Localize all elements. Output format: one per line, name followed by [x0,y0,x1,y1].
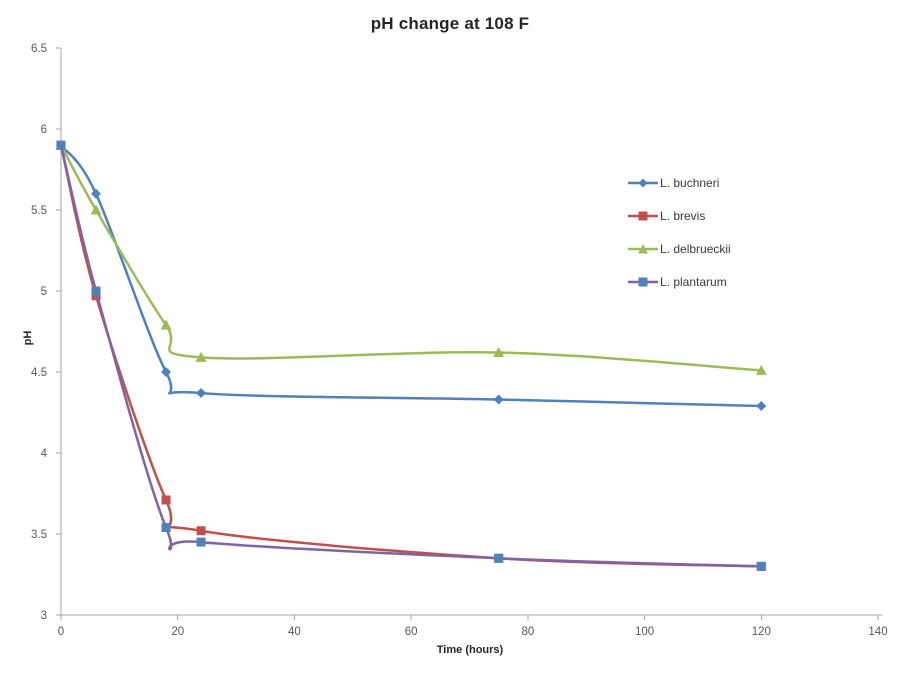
x-axis-title: Time (hours) [436,644,504,656]
svg-text:140: 140 [868,626,887,638]
legend-label-l-plantarum: L. plantarum [660,274,727,289]
svg-text:20: 20 [171,626,184,638]
svg-text:80: 80 [521,626,534,638]
line-diamond-marker-icon [628,178,658,187]
svg-text:100: 100 [635,626,654,638]
svg-text:60: 60 [405,626,418,638]
svg-text:5.5: 5.5 [31,205,47,217]
legend-label-l-delbrueckii: L. delbrueckii [660,241,731,256]
svg-text:5: 5 [41,286,47,298]
legend-item-l-buchneri: L. buchneri [628,166,731,199]
legend-item-l-plantarum: L. plantarum [628,265,731,298]
svg-text:3: 3 [41,610,47,622]
line-square-marker-icon [628,211,658,220]
svg-text:6: 6 [41,124,47,136]
line-square-marker-icon [628,277,658,286]
svg-text:6.5: 6.5 [31,43,47,55]
chart-title: pH change at 108 F [370,14,530,33]
line-triangle-marker-icon [628,243,658,253]
svg-text:4: 4 [41,448,48,460]
legend-item-l-delbrueckii: L. delbrueckii [628,232,731,265]
legend-label-l-buchneri: L. buchneri [660,175,720,190]
legend: L. buchneri L. brevis L. delbrueckii L. … [628,166,731,298]
legend-label-l-brevis: L. brevis [660,208,706,223]
svg-text:40: 40 [288,626,301,638]
svg-text:120: 120 [752,626,771,638]
legend-item-l-brevis: L. brevis [628,199,731,232]
svg-text:4.5: 4.5 [31,367,47,379]
svg-text:3.5: 3.5 [31,529,47,541]
svg-text:0: 0 [58,626,64,638]
